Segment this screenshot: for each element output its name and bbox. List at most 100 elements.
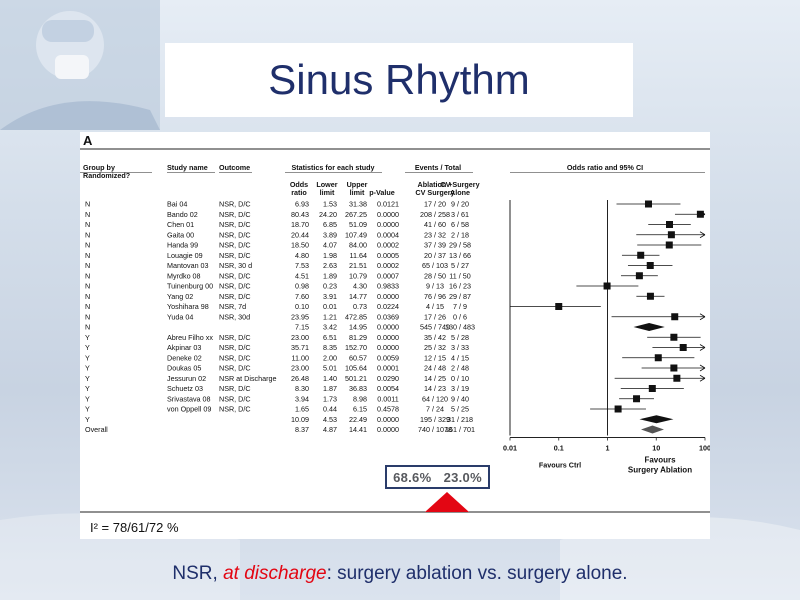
x-tick-label: 10	[652, 444, 660, 453]
row-group: N	[85, 230, 90, 239]
row-odds-ratio: 8.37	[295, 425, 309, 434]
header-study-name: Study name	[167, 163, 208, 172]
row-p-value: 0.0002	[377, 261, 399, 270]
row-odds-ratio: 18.50	[291, 241, 309, 250]
row-upper-limit: 107.49	[345, 230, 367, 239]
row-ablation-events: 23 / 32	[424, 230, 446, 239]
point-estimate	[644, 200, 652, 208]
row-outcome: NSR, D/C	[219, 282, 251, 291]
row-odds-ratio: 11.00	[292, 353, 309, 362]
row-lower-limit: 1.73	[323, 394, 337, 403]
row-outcome: NSR, D/C	[219, 200, 251, 209]
row-ablation-events: 41 / 60	[424, 220, 446, 229]
row-study-name: Yang 02	[167, 292, 193, 301]
row-group: N	[85, 292, 90, 301]
row-study-name: Schuetz 03	[167, 384, 203, 393]
row-odds-ratio: 35.71	[291, 343, 309, 352]
row-outcome: NSR, D/C	[219, 353, 251, 362]
row-p-value: 0.0000	[377, 220, 399, 229]
overall-diamond	[641, 425, 664, 434]
slide-title: Sinus Rhythm	[268, 56, 530, 103]
row-control-events: 0 / 6	[453, 312, 467, 321]
row-control-events: 16 / 23	[449, 282, 471, 291]
row-odds-ratio: 23.95	[291, 312, 309, 321]
row-upper-limit: 6.15	[353, 405, 367, 414]
row-p-value: 0.0000	[377, 333, 399, 342]
header-statistics: Statistics for each study	[291, 163, 374, 172]
row-outcome: NSR, D/C	[219, 241, 251, 250]
header-upper-limit: limit	[350, 188, 365, 197]
row-outcome: NSR, 7d	[219, 302, 246, 311]
row-control-events: 9 / 20	[451, 200, 469, 209]
ci-arrow-icon	[699, 374, 706, 382]
row-group: N	[85, 261, 90, 270]
row-outcome: NSR, D/C	[219, 230, 251, 239]
row-odds-ratio: 1.65	[295, 405, 309, 414]
row-study-name: Abreu Filho xx	[167, 333, 213, 342]
row-odds-ratio: 7.60	[295, 292, 309, 301]
row-control-events: 3 / 33	[451, 343, 469, 352]
row-p-value: 0.0000	[377, 343, 399, 352]
row-lower-limit: 3.89	[323, 230, 337, 239]
row-p-value: 0.9833	[377, 282, 399, 291]
row-p-value: 0.0054	[377, 384, 399, 393]
row-outcome: NSR, 30 d	[219, 261, 252, 270]
row-upper-limit: 31.38	[349, 200, 367, 209]
ci-arrow-icon	[699, 231, 706, 239]
row-p-value: 0.4578	[377, 405, 399, 414]
x-tick-label: 0.1	[554, 444, 564, 453]
row-ablation-events: 17 / 26	[424, 312, 446, 321]
caption-suffix: : surgery ablation vs. surgery alone.	[326, 563, 628, 584]
point-estimate	[646, 292, 654, 300]
row-study-name: Tuinenburg 00	[167, 282, 213, 291]
row-group: Y	[85, 405, 90, 414]
row-lower-limit: 24.20	[319, 210, 337, 219]
row-control-events: 5 / 25	[451, 405, 469, 414]
row-control-events: 161 / 701	[445, 425, 475, 434]
row-lower-limit: 1.21	[323, 312, 337, 321]
row-study-name: Mantovan 03	[167, 261, 209, 270]
row-upper-limit: 22.49	[349, 415, 367, 424]
header-p-value: p-Value	[369, 188, 395, 197]
row-ablation-events: 64 / 120	[422, 394, 448, 403]
row-p-value: 0.0005	[377, 251, 399, 260]
header-odds-ratio: ratio	[291, 188, 307, 197]
point-estimate	[635, 272, 643, 280]
x-tick-label: 0.01	[503, 444, 517, 453]
subtotal-diamond	[639, 415, 674, 424]
point-estimate	[673, 374, 681, 382]
point-estimate	[679, 344, 687, 351]
row-control-events: 6 / 58	[451, 220, 469, 229]
row-odds-ratio: 7.53	[295, 261, 309, 270]
point-estimate	[670, 364, 678, 372]
row-odds-ratio: 20.44	[291, 230, 309, 239]
row-p-value: 0.0001	[377, 364, 399, 373]
row-outcome: NSR, D/C	[219, 271, 251, 280]
row-odds-ratio: 18.70	[291, 220, 309, 229]
row-outcome: NSR, D/C	[219, 251, 251, 260]
row-group: Y	[85, 343, 90, 352]
point-estimate	[637, 251, 645, 259]
header-group: Group by	[83, 163, 115, 172]
row-ablation-events: 17 / 20	[424, 200, 446, 209]
favours-ablation-label: Favours	[644, 456, 676, 465]
row-ablation-events: 14 / 23	[424, 384, 446, 393]
row-outcome: NSR, D/C	[219, 384, 251, 393]
caption-emphasis: at discharge	[223, 563, 327, 584]
row-lower-limit: 1.98	[323, 251, 337, 260]
row-lower-limit: 6.51	[323, 333, 337, 342]
row-study-name: Srivastava 08	[167, 394, 211, 403]
row-lower-limit: 3.91	[323, 292, 337, 301]
row-study-name: Bai 04	[167, 200, 187, 209]
row-p-value: 0.0011	[377, 394, 398, 403]
row-study-name: Louagie 09	[167, 251, 203, 260]
row-upper-limit: 60.57	[349, 353, 367, 362]
point-estimate	[667, 231, 675, 239]
row-control-events: 0 / 10	[451, 374, 469, 383]
x-tick-label: 100	[699, 444, 710, 453]
row-group: N	[85, 302, 90, 311]
row-group: Overall	[85, 425, 108, 434]
row-ablation-events: 35 / 42	[424, 333, 446, 342]
ci-arrow-icon	[699, 364, 706, 372]
point-estimate	[648, 385, 656, 392]
